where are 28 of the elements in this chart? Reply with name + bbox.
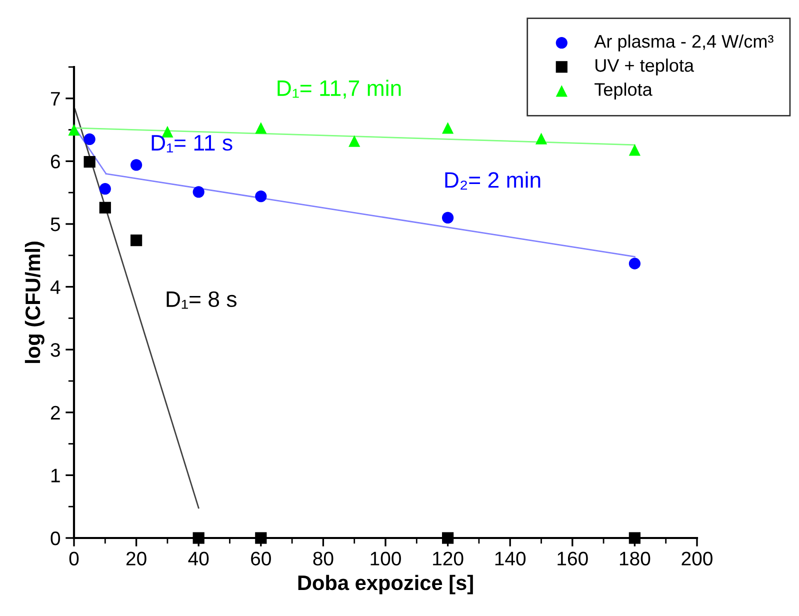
x-tick-label: 200 [682,552,712,566]
y-tick-label: 7 [50,92,60,106]
x-tick-label: 180 [620,552,650,566]
annotation: D₂= 2 min [445,172,540,190]
x-tick-label: 160 [558,552,588,566]
annotation: D₁= 11 s [152,135,232,152]
y-tick-label: 3 [50,343,60,357]
y-tick-label: 2 [50,406,60,420]
x-tick-label: 40 [188,552,209,566]
x-tick-label: 80 [313,552,334,566]
legend-label: UV + teplota [596,58,694,76]
annotation: D₁= 11,7 min [278,80,401,99]
y-axis-title: log (CFU/ml) [24,242,44,363]
y-tick-label: 5 [50,218,60,232]
y-tick-label: 6 [50,154,60,168]
legend-label: Ar plasma - 2,4 W/cm³ [594,34,774,52]
y-tick-label: 4 [50,280,60,294]
x-tick-label: 100 [370,552,401,566]
y-tick-label: 0 [50,531,60,546]
legend-label: Teplota [594,82,652,100]
x-tick-label: 120 [433,552,464,566]
annotation: D₁= 8 s [166,291,236,309]
x-tick-label: 60 [251,552,271,566]
x-tick-label: 20 [126,552,146,566]
x-tick-label: 140 [495,552,526,566]
x-tick-label: 0 [69,552,79,566]
x-axis-title: Doba expozice [s] [298,574,473,594]
y-tick-label: 1 [51,468,60,482]
